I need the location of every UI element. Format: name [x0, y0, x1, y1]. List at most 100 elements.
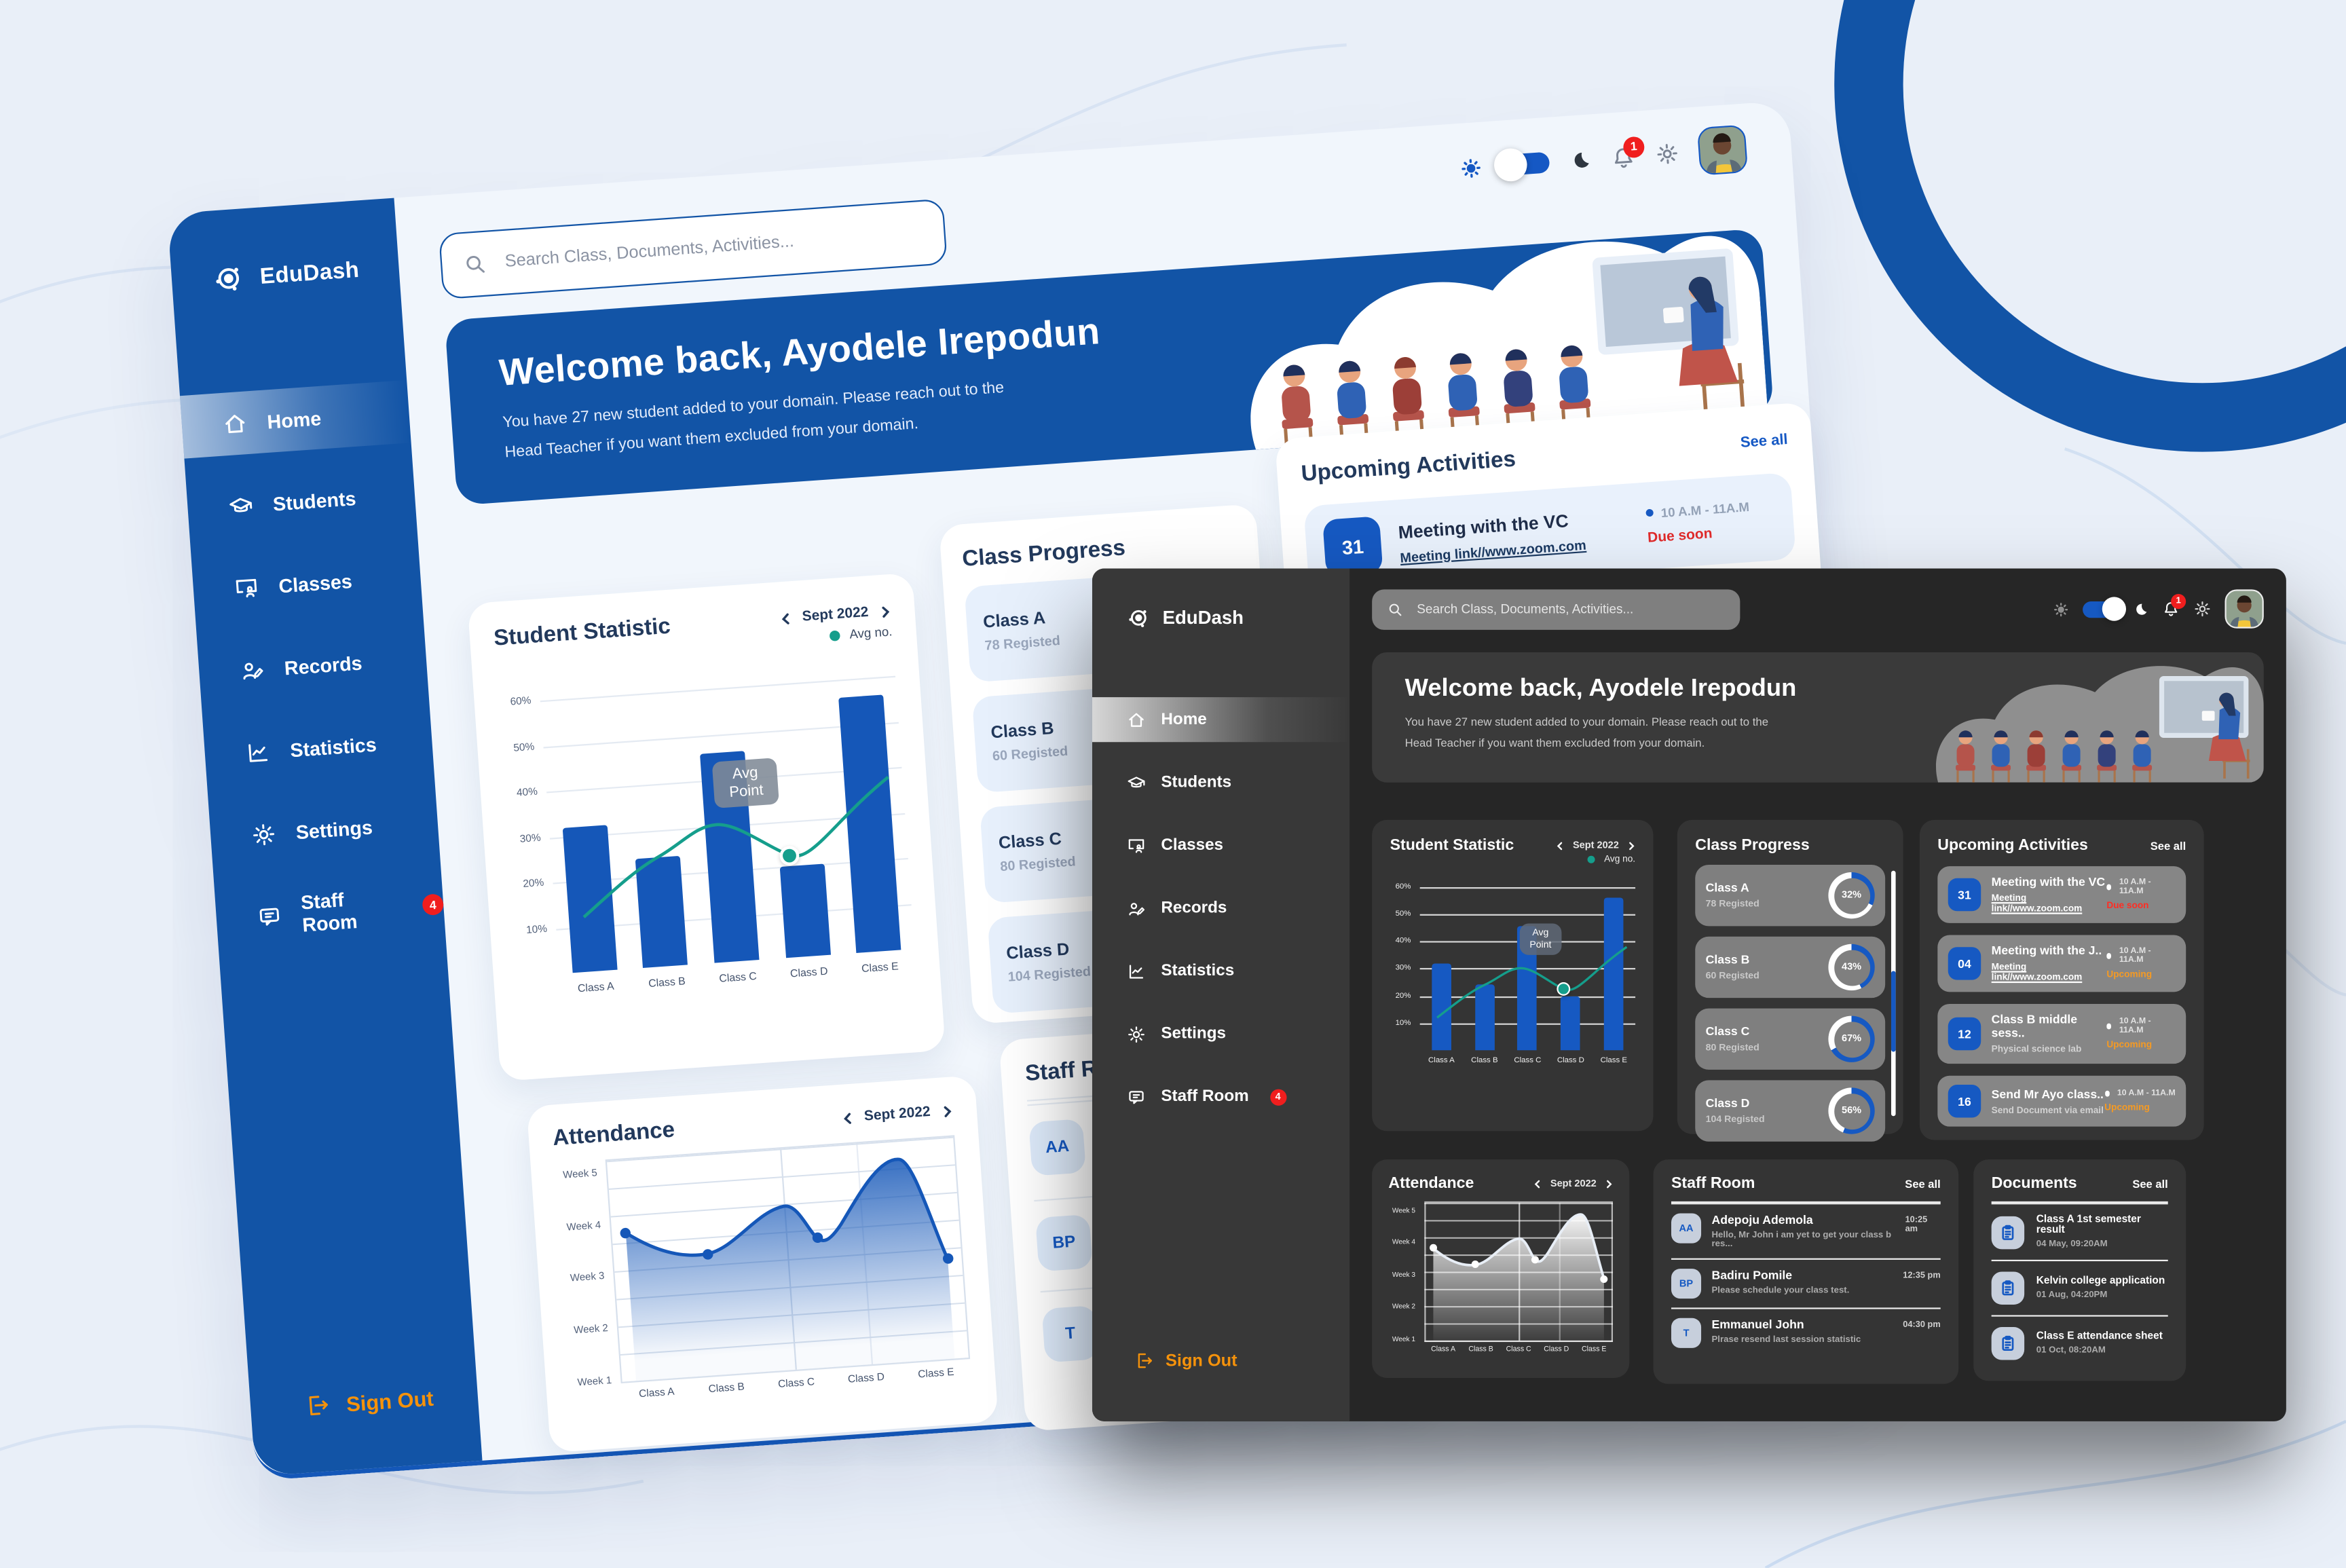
sidebar-item-staff-room[interactable]: Staff Room 4 [1092, 1075, 1349, 1119]
chevron-right-icon[interactable] [1605, 1178, 1613, 1189]
card-title: Class Progress [961, 535, 1126, 572]
search-icon [466, 255, 485, 273]
avg-line [538, 654, 914, 974]
sidebar-item-settings[interactable]: Settings [208, 791, 440, 870]
settings-button[interactable] [2193, 600, 2211, 618]
activity-row[interactable]: 16 Send Mr Ayo class..Send Document via … [1937, 1075, 2186, 1127]
search-input[interactable] [501, 222, 924, 273]
sidebar-item-home[interactable]: Home [179, 379, 411, 459]
sidebar-item-students[interactable]: Students [185, 462, 417, 541]
search-bar[interactable] [438, 198, 948, 300]
user-avatar[interactable] [2224, 589, 2264, 629]
activity-time: 10 A.M - 11A.M [2106, 1017, 2175, 1035]
classroom-board-icon [236, 578, 257, 597]
sign-out-button[interactable]: Sign Out [1092, 1351, 1349, 1370]
week-axis: Week 5 Week 4 Week 3 Week 2 Week 1 [1392, 1206, 1416, 1343]
staff-avatar: AA [1028, 1119, 1086, 1176]
see-all-link[interactable]: See all [1905, 1176, 1941, 1191]
meeting-link[interactable]: Meeting link//www.zoom.com [1399, 536, 1587, 565]
see-all-link[interactable]: See all [2150, 838, 2186, 853]
search-bar[interactable] [1372, 589, 1740, 629]
search-icon [1389, 603, 1402, 616]
progress-ring: 43% [1828, 944, 1875, 991]
data-point[interactable] [1600, 1275, 1608, 1283]
data-point[interactable] [1531, 1256, 1540, 1264]
activity-row[interactable]: 31 Meeting with the VC Meeting link//www.… [1937, 866, 2186, 923]
scrollbar-thumb[interactable] [1891, 971, 1896, 1053]
document-row[interactable]: Class A 1st semester result 04 May, 09:20… [1991, 1203, 2168, 1260]
clipboard-icon [1991, 1271, 2025, 1305]
meeting-link[interactable]: Meeting link//www.zoom.com [1991, 962, 2083, 984]
sidebar-item-statistics[interactable]: Statistics [1092, 948, 1349, 993]
sidebar-item-students[interactable]: Students [1092, 760, 1349, 805]
sidebar-item-home[interactable]: Home [1092, 697, 1350, 743]
activity-row[interactable]: 12 Class B middle sess..Physical science… [1937, 1003, 2186, 1064]
chevron-left-icon[interactable] [841, 1110, 853, 1125]
sidebar-item-records[interactable]: Records [197, 627, 428, 705]
activity-row[interactable]: 04 Meeting with the J..Meeting link//www… [1937, 935, 2186, 992]
theme-toggle-knob[interactable] [2102, 596, 2127, 620]
sidebar-item-records[interactable]: Records [1092, 886, 1349, 931]
avg-point-tooltip: Avg Point [712, 758, 780, 808]
theme-toggle[interactable] [1493, 147, 1550, 183]
app-logo[interactable]: EduDash [167, 198, 400, 301]
theme-toggle[interactable] [2083, 596, 2127, 620]
app-logo[interactable]: EduDash [1092, 569, 1349, 632]
period-label: Sept 2022 [801, 604, 870, 626]
light-controls: 1 [1458, 124, 1757, 192]
notification-badge: 1 [2171, 594, 2186, 610]
sun-icon [1459, 155, 1483, 179]
progress-ring: 32% [1828, 872, 1875, 919]
notifications-button[interactable]: 1 [2162, 594, 2186, 618]
scrollbar[interactable] [1891, 870, 1896, 1117]
light-main: 1 Welcome back, Ayodele Irepodun You hav… [394, 100, 1876, 1461]
data-point[interactable] [1429, 1244, 1437, 1252]
see-all-link[interactable]: See all [2132, 1176, 2168, 1191]
chevron-right-icon[interactable] [880, 603, 891, 619]
chevron-left-icon[interactable] [779, 610, 791, 626]
settings-button[interactable] [1654, 141, 1680, 167]
chevron-left-icon[interactable] [1534, 1178, 1542, 1189]
dark-main: 1 Welcome back, Ayodele Irepodun You hav… [1349, 569, 2286, 1421]
sidebar-item-classes[interactable]: Classes [191, 544, 423, 623]
staff-avatar: AA [1671, 1213, 1702, 1244]
moon-icon [1568, 148, 1592, 172]
dark-controls: 1 [2053, 589, 2264, 629]
sidebar-item-label: Staff Room [299, 888, 358, 937]
user-avatar[interactable] [1696, 124, 1749, 176]
line-chart-icon [1129, 964, 1144, 978]
person-edit-icon [1129, 901, 1145, 915]
sidebar-item-classes[interactable]: Classes [1092, 823, 1349, 867]
search-input[interactable] [1413, 599, 1726, 618]
staff-avatar: T [1671, 1318, 1702, 1348]
attendance-plot [605, 1135, 971, 1384]
activity-day: 31 [1322, 516, 1383, 577]
gear-icon [253, 823, 275, 845]
attendance-card: Attendance Sept 2022 Week 5 Week 4 Week … [526, 1075, 999, 1453]
document-row[interactable]: Class E attendance sheet 01 Oct, 08:20AM [1991, 1315, 2168, 1370]
sidebar-item-statistics[interactable]: Statistics [203, 709, 434, 787]
chevron-left-icon[interactable] [1557, 840, 1564, 851]
meeting-link[interactable]: Meeting link//www.zoom.com [1991, 893, 2083, 914]
sidebar-item-settings[interactable]: Settings [1092, 1011, 1349, 1056]
sign-out-label: Sign Out [345, 1385, 434, 1416]
chevron-right-icon[interactable] [942, 1103, 953, 1119]
avg-point-marker[interactable] [1557, 982, 1571, 996]
document-row[interactable]: Kelvin college application 01 Aug, 04:20P… [1991, 1259, 2168, 1315]
theme-toggle-knob[interactable] [1493, 147, 1529, 183]
notifications-button[interactable]: 1 [1609, 135, 1645, 170]
graduation-cap-icon [229, 497, 253, 512]
chevron-right-icon[interactable] [1628, 840, 1635, 851]
period-label: Sept 2022 [863, 1104, 931, 1125]
see-all-link[interactable]: See all [1740, 432, 1789, 452]
sidebar-item-staff-room[interactable]: Staff Room 4 [215, 872, 446, 951]
data-point[interactable] [1472, 1261, 1480, 1269]
sign-out-button[interactable]: Sign Out [250, 1381, 479, 1423]
